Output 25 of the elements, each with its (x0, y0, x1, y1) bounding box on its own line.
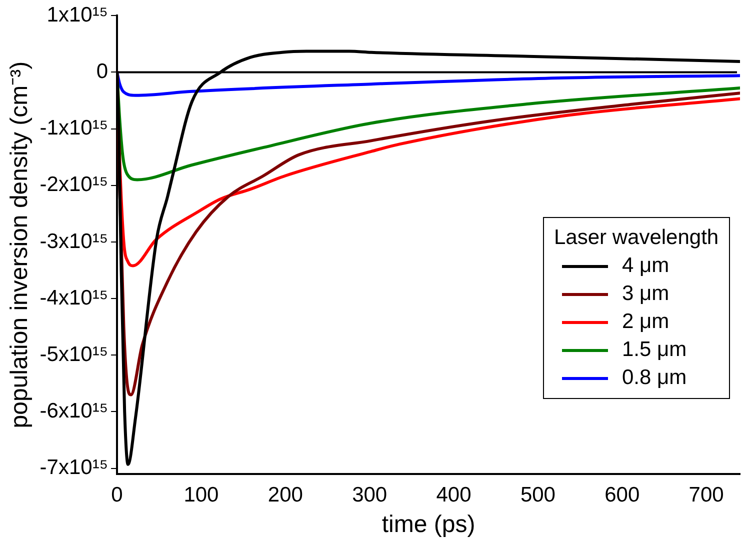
legend-title: Laser wavelength (554, 225, 719, 252)
legend-label: 4 μm (622, 254, 670, 278)
x-tick-label: 200 (268, 483, 303, 506)
x-tick-label: 700 (688, 483, 724, 506)
y-tick-label: -4x10¹⁵ (40, 286, 108, 310)
y-tick-label: 0 (96, 60, 108, 83)
y-tick-label: -5x10¹⁵ (40, 342, 108, 366)
x-tick-label: 600 (604, 483, 640, 506)
y-tick-label: -7x10¹⁵ (40, 456, 108, 480)
x-tick-label: 300 (352, 483, 388, 506)
legend-label: 0.8 μm (622, 366, 687, 390)
x-axis-title: time (ps) (382, 511, 476, 538)
y-tick-label: -2x10¹⁵ (40, 173, 108, 196)
x-tick-label: 500 (520, 483, 556, 506)
x-tick-label: 400 (436, 483, 472, 506)
x-tick-label: 100 (184, 483, 219, 506)
y-tick-label: -3x10¹⁵ (40, 230, 108, 253)
y-axis-title: population inversion density (cm⁻³) (6, 61, 34, 428)
x-tick-label: 0 (111, 483, 123, 506)
legend-label: 1.5 μm (622, 338, 687, 362)
legend-label: 3 μm (622, 282, 670, 306)
y-tick-label: -6x10¹⁵ (40, 400, 108, 423)
y-tick-label: 1x10¹⁵ (46, 3, 108, 26)
legend-label: 2 μm (622, 310, 670, 334)
y-tick-label: -1x10¹⁵ (40, 116, 108, 140)
